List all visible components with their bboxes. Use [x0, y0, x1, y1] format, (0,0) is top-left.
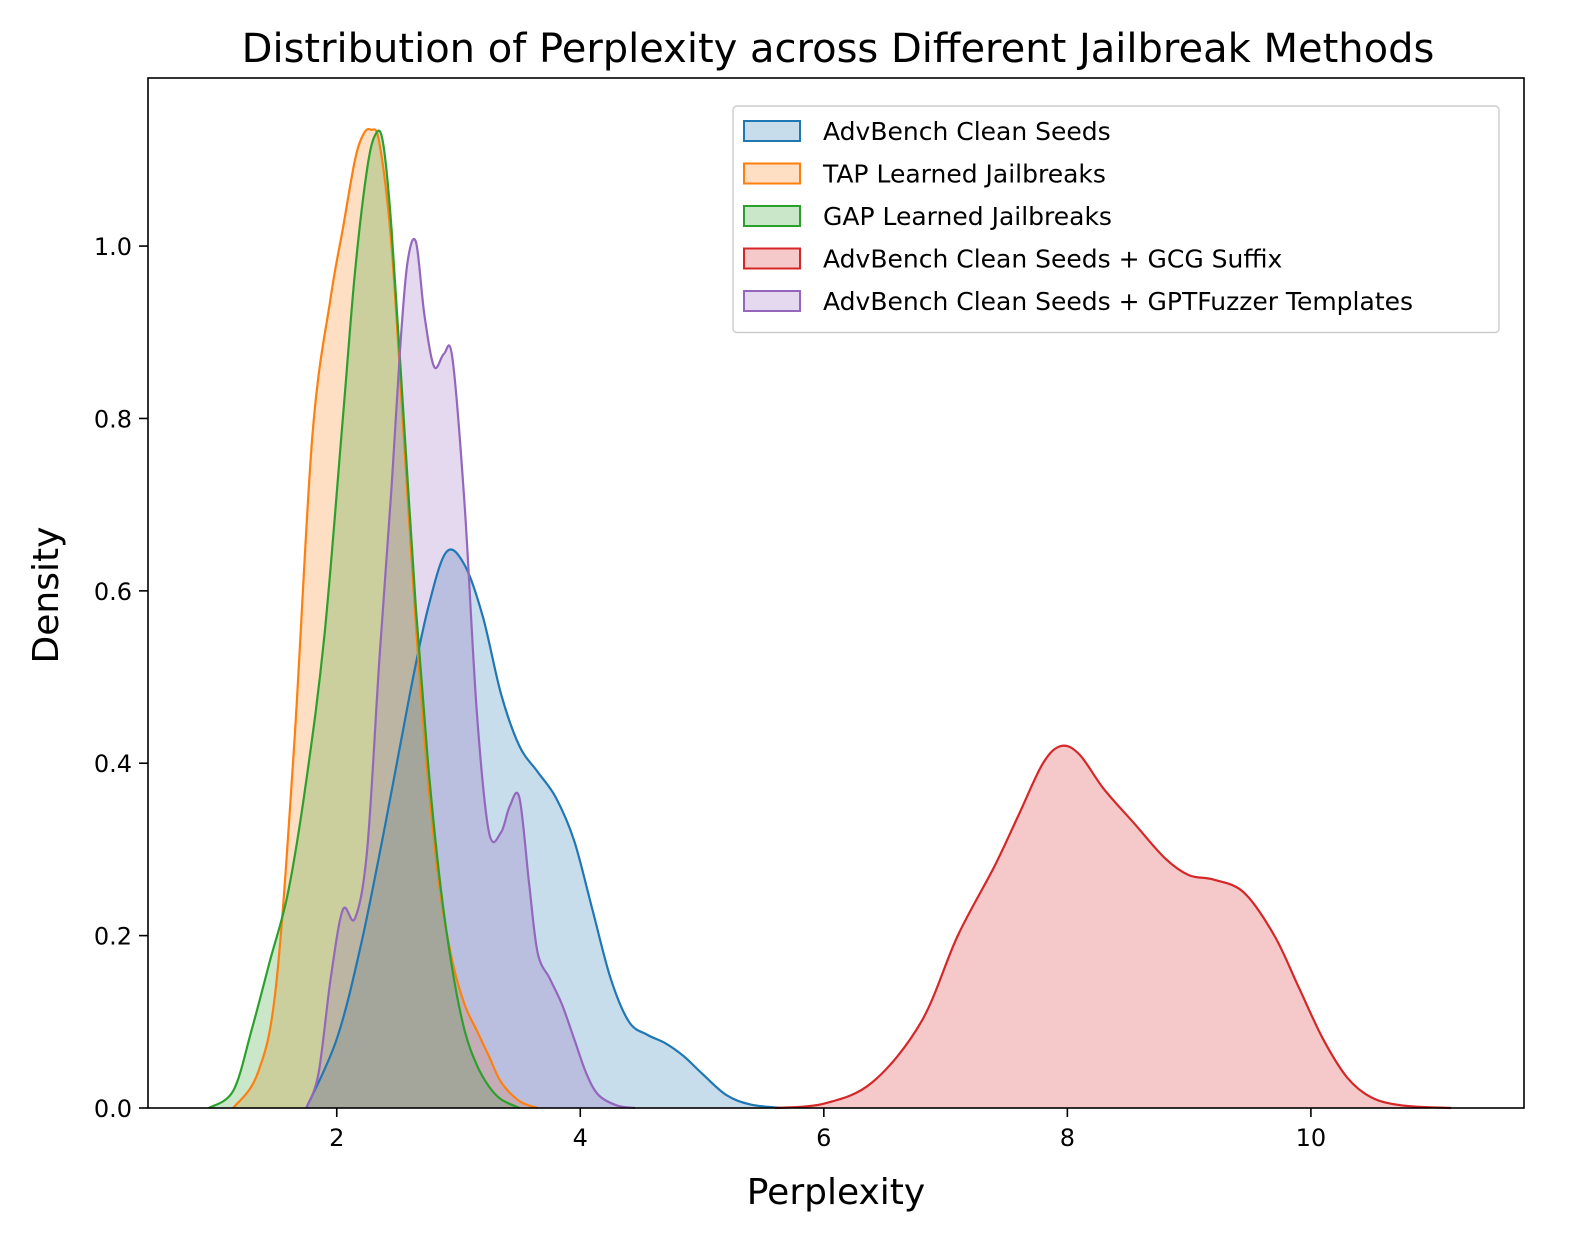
legend-label-advbench-clean-seeds-gptfuzzer-templates: AdvBench Clean Seeds + GPTFuzzer Templat…: [823, 287, 1413, 316]
legend-swatch-gap-learned-jailbreaks: [743, 205, 801, 227]
legend-swatch-tap-learned-jailbreaks: [743, 162, 801, 185]
legend-label-advbench-clean-seeds: AdvBench Clean Seeds: [823, 117, 1111, 146]
density-line-advbench-clean-seeds: [305, 548, 782, 1110]
x-tick-label: 6: [816, 1124, 831, 1152]
plot-areas: [208, 129, 1451, 1109]
legend: AdvBench Clean Seeds TAP Learned Jailbrea…: [732, 105, 1500, 334]
density-line-tap-learned-jailbreaks: [232, 127, 539, 1110]
y-axis-label: Density: [26, 527, 67, 664]
x-tick-label: 2: [329, 1124, 344, 1152]
density-line-advbench-clean-seeds-gptfuzzer-templates: [305, 237, 636, 1110]
legend-label-advbench-clean-seeds-gcg-suffix: AdvBench Clean Seeds + GCG Suffix: [823, 245, 1282, 274]
legend-swatch-advbench-clean-seeds-gptfuzzer-templates: [743, 290, 801, 312]
legend-frame: [732, 105, 1500, 334]
y-tick-label: 0.2: [94, 923, 132, 951]
y-axis: 0.0 0.2 0.4 0.6 0.8 1.0: [94, 233, 148, 1123]
legend-label-tap-learned-jailbreaks: TAP Learned Jailbreaks: [822, 160, 1106, 189]
x-tick-label: 8: [1060, 1124, 1075, 1152]
x-tick-label: 4: [573, 1124, 588, 1152]
legend-swatch-advbench-clean-seeds-gcg-suffix: [743, 247, 801, 270]
density-area-advbench-clean-seeds: [306, 549, 782, 1108]
x-tick-label: 10: [1296, 1124, 1327, 1152]
y-tick-label: 1.0: [94, 233, 132, 261]
density-area-advbench-clean-seeds-gptfuzzer-templates: [306, 238, 636, 1108]
density-area-gap-learned-jailbreaks: [208, 130, 520, 1109]
legend-swatch-advbench-clean-seeds: [743, 120, 801, 142]
y-tick-label: 0.8: [94, 405, 132, 433]
density-area-tap-learned-jailbreaks: [233, 129, 538, 1109]
y-tick-label: 0.0: [94, 1095, 132, 1123]
plot-lines: [208, 127, 1451, 1110]
legend-label-gap-learned-jailbreaks: GAP Learned Jailbreaks: [823, 202, 1112, 231]
y-tick-label: 0.4: [94, 750, 132, 778]
x-axis-label: Perplexity: [747, 1172, 925, 1213]
density-line-advbench-clean-seeds-gcg-suffix: [775, 744, 1451, 1110]
x-axis: 2 4 6 8 10: [329, 1108, 1326, 1152]
axes-frame: [147, 77, 1525, 1109]
chart-title: Distribution of Perplexity across Differ…: [242, 26, 1435, 72]
density-area-advbench-clean-seeds-gcg-suffix: [775, 745, 1451, 1108]
y-tick-label: 0.6: [94, 578, 132, 606]
density-line-gap-learned-jailbreaks: [208, 129, 520, 1110]
